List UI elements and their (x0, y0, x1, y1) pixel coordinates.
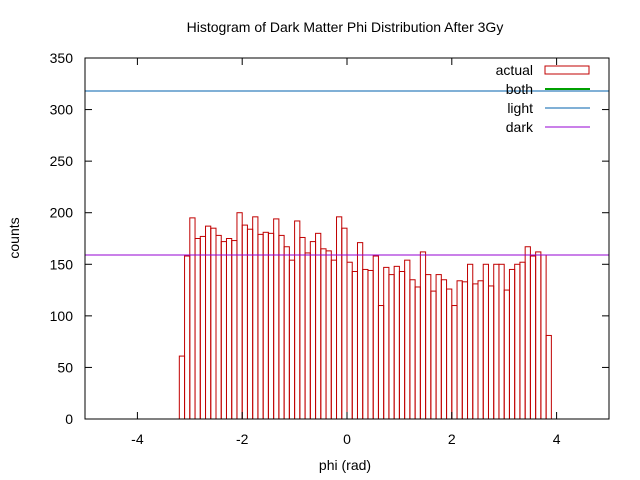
histogram-bar (430, 290, 437, 420)
y-tick-label: 200 (50, 205, 74, 221)
histogram-bar (498, 263, 505, 420)
y-axis-label: counts (6, 217, 22, 258)
x-tick-label: -4 (131, 431, 144, 447)
y-tick-label: 0 (65, 411, 73, 427)
histogram-bar (372, 255, 379, 420)
histogram-bar (184, 255, 191, 420)
x-tick-label: -2 (236, 431, 249, 447)
y-tick-label: 50 (57, 359, 73, 375)
histogram-bar (288, 259, 296, 420)
histogram-bar (252, 216, 259, 420)
histogram-bar (461, 281, 469, 420)
histogram-bar (535, 251, 542, 420)
histogram-bar (178, 355, 186, 420)
y-tick-label: 250 (50, 153, 74, 169)
legend-label: both (506, 81, 533, 97)
histogram-bar (299, 236, 306, 420)
histogram-bar (325, 250, 332, 420)
histogram-bar (472, 283, 479, 420)
histogram-bar (278, 234, 285, 420)
histogram-bar (346, 261, 353, 420)
histogram-bar (487, 285, 495, 420)
histogram-bar (419, 251, 427, 420)
legend-swatch (544, 65, 590, 75)
histogram-bar (304, 252, 311, 420)
histogram-bar (320, 248, 327, 420)
histogram-bar (199, 235, 207, 420)
histogram-bar (404, 259, 411, 420)
legend-label: actual (496, 62, 533, 78)
axis-ticks: 0 50 100 150 200 250 300 350 -4 -2 0 2 4 (50, 50, 609, 447)
histogram-bar (330, 259, 338, 420)
histogram-bar (493, 263, 500, 420)
y-tick-label: 100 (50, 308, 74, 324)
histogram-bar (409, 279, 416, 420)
y-tick-label: 150 (50, 256, 74, 272)
histogram-bar (309, 241, 317, 420)
histogram-bar (377, 305, 385, 420)
histogram-bar (514, 263, 521, 420)
y-tick-label: 350 (50, 50, 74, 66)
legend-label: dark (506, 119, 534, 135)
histogram-bar (388, 274, 395, 420)
histogram-bar (273, 218, 280, 420)
x-tick-label: 4 (553, 431, 561, 447)
histogram-bar (398, 271, 406, 420)
histogram-bar (451, 305, 458, 420)
histogram-bar (315, 232, 322, 420)
histogram-bar (267, 232, 275, 420)
x-tick-label: 0 (343, 431, 351, 447)
histogram-bar (189, 217, 196, 420)
histogram-bar (393, 265, 400, 420)
x-axis-label: phi (rad) (319, 457, 371, 473)
histogram-bar (210, 227, 217, 420)
legend-label: light (507, 100, 533, 116)
plot-frame (84, 57, 610, 420)
y-tick-label: 300 (50, 102, 74, 118)
histogram-bar (246, 228, 254, 420)
histogram-bar (540, 254, 547, 420)
histogram-bar (425, 274, 432, 420)
histogram-bar (435, 274, 442, 420)
histogram-bar (482, 263, 489, 420)
histogram-bar (257, 233, 264, 420)
histogram-bars (178, 212, 552, 420)
histogram-bar (467, 263, 474, 420)
x-tick-label: 2 (448, 431, 456, 447)
histogram-bar (194, 238, 201, 420)
histogram-bar (283, 246, 290, 420)
histogram-bar (519, 261, 526, 420)
histogram-bar (336, 216, 343, 420)
legend: actual both light dark (496, 62, 590, 135)
histogram-bar (446, 288, 453, 420)
histogram-bar (367, 269, 374, 420)
histogram-bar (362, 268, 369, 420)
histogram-bar (225, 238, 233, 420)
histogram-bar (236, 212, 243, 420)
histogram-bar (341, 227, 348, 420)
histogram-bar (356, 242, 364, 420)
histogram-bar (477, 280, 484, 420)
chart-title: Histogram of Dark Matter Phi Distributio… (187, 19, 504, 35)
histogram-bar (503, 289, 510, 420)
histogram-bar (545, 334, 552, 420)
histogram-bar (231, 240, 238, 420)
histogram-bar (414, 286, 421, 420)
histogram-bar (215, 234, 222, 420)
histogram-bar (294, 220, 301, 420)
histogram-bar (220, 241, 227, 420)
histogram-bar (383, 266, 390, 420)
histogram-bar (241, 224, 248, 420)
histogram-bar (529, 255, 537, 420)
histogram-bar (351, 271, 358, 420)
histogram-bar (508, 268, 516, 420)
histogram-bar (262, 231, 269, 420)
histogram-bar (524, 246, 531, 420)
histogram-bar (440, 279, 448, 420)
histogram-bar (456, 280, 463, 420)
reference-lines (85, 90, 609, 256)
